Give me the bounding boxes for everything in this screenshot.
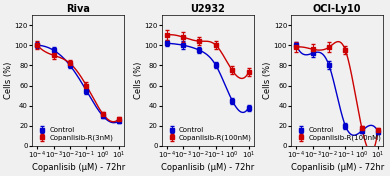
- Title: OCI-Ly10: OCI-Ly10: [313, 4, 362, 14]
- Title: U2932: U2932: [190, 4, 225, 14]
- X-axis label: Copanlisib (μM) - 72hr: Copanlisib (μM) - 72hr: [161, 163, 254, 172]
- X-axis label: Copanlisib (μM) - 72hr: Copanlisib (μM) - 72hr: [32, 163, 125, 172]
- Y-axis label: Cells (%): Cells (%): [134, 62, 143, 99]
- Legend: Control, Copanlisib-R(100nM): Control, Copanlisib-R(100nM): [295, 126, 383, 143]
- Y-axis label: Cells (%): Cells (%): [4, 62, 13, 99]
- Legend: Control, Copanlisib-R(3nM): Control, Copanlisib-R(3nM): [36, 126, 115, 143]
- X-axis label: Copanlisib (μM) - 72hr: Copanlisib (μM) - 72hr: [291, 163, 384, 172]
- Title: Riva: Riva: [66, 4, 90, 14]
- Y-axis label: Cells (%): Cells (%): [263, 62, 272, 99]
- Legend: Control, Copanlisib-R(100nM): Control, Copanlisib-R(100nM): [165, 126, 254, 143]
